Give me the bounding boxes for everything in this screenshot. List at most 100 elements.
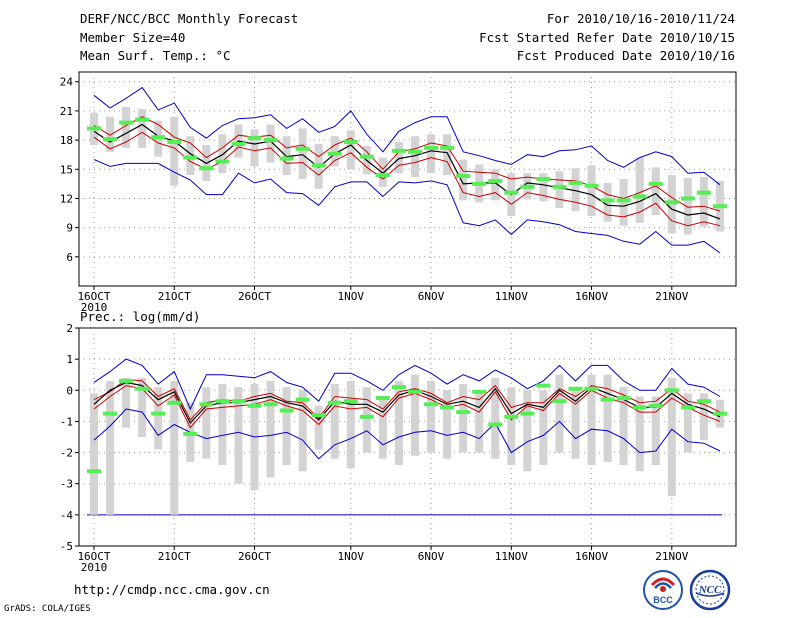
forecast-marker	[359, 154, 374, 159]
y-tick-label: -5	[60, 540, 73, 553]
member-box	[250, 129, 259, 167]
x-tick-label: 16NOV	[575, 290, 608, 303]
forecast-produced-date: Fcst Produced Date 2010/10/16	[516, 48, 735, 63]
forecast-period: For 2010/10/16-2010/11/24	[546, 11, 735, 26]
member-box	[427, 134, 436, 174]
y-tick-label: 6	[66, 251, 73, 264]
forecast-marker	[520, 184, 535, 189]
member-box	[378, 157, 387, 187]
forecast-marker	[343, 399, 358, 404]
forecast-marker	[215, 399, 230, 404]
forecast-marker	[119, 378, 134, 383]
forecast-marker	[151, 411, 166, 416]
x-tick-label: 21OCT	[158, 550, 191, 563]
member-box	[603, 374, 612, 462]
member-box	[635, 157, 644, 223]
member-box	[234, 387, 243, 484]
forecast-marker	[488, 178, 503, 183]
forecast-marker	[375, 396, 390, 401]
forecast-marker	[279, 156, 294, 161]
forecast-marker	[199, 166, 214, 171]
forecast-marker	[327, 151, 342, 156]
member-box	[571, 168, 580, 212]
member-box	[491, 169, 500, 201]
y-tick-label: 2	[66, 322, 73, 335]
forecast-marker	[103, 137, 118, 142]
forecast-marker	[600, 397, 615, 402]
forecast-marker	[199, 402, 214, 407]
forecast-marker	[616, 198, 631, 203]
forecast-marker	[311, 413, 326, 418]
forecast-marker	[263, 138, 278, 143]
member-size: Member Size=40	[80, 30, 186, 45]
y-tick-label: -2	[60, 447, 73, 460]
member-box	[330, 136, 339, 167]
forecast-marker	[87, 126, 101, 131]
forecast-marker	[391, 385, 406, 390]
forecast-marker	[408, 389, 422, 394]
member-box	[282, 136, 291, 176]
member-box	[651, 167, 660, 215]
forecast-marker	[183, 431, 198, 436]
series-line-median	[93, 381, 721, 425]
forecast-marker	[231, 141, 246, 146]
precip-chart-label: Prec.: log(mm/d)	[80, 309, 201, 324]
ncc-logo-icon: NCC	[689, 569, 731, 611]
member-box	[651, 396, 660, 466]
forecast-marker	[215, 159, 230, 164]
forecast-marker	[520, 411, 535, 416]
member-box	[106, 116, 115, 152]
y-tick-label: -1	[60, 415, 73, 428]
member-box	[539, 390, 548, 466]
member-box	[202, 387, 211, 459]
x-tick-label: 16NOV	[575, 550, 608, 563]
forecast-marker	[648, 403, 663, 408]
forecast-title: DERF/NCC/BCC Monthly Forecast	[80, 11, 299, 26]
x-tick-label: 21NOV	[655, 290, 688, 303]
member-box	[571, 387, 580, 459]
member-box	[346, 380, 355, 469]
forecast-marker	[504, 190, 519, 195]
member-box	[298, 128, 307, 179]
series-line-lower-quartile	[93, 131, 721, 227]
forecast-marker	[616, 396, 631, 401]
forecast-marker	[680, 405, 695, 410]
forecast-marker	[664, 200, 679, 205]
forecast-marker	[135, 386, 150, 391]
member-box	[154, 387, 163, 450]
x-tick-label: 21OCT	[158, 290, 191, 303]
member-box	[491, 377, 500, 459]
forecast-marker	[696, 399, 711, 404]
y-tick-label: 18	[60, 134, 73, 147]
member-box	[555, 171, 564, 209]
forecast-marker	[279, 408, 294, 413]
forecast-marker	[263, 402, 278, 407]
x-tick-label: 21NOV	[655, 550, 688, 563]
footer-url[interactable]: http://cmdp.ncc.cma.gov.cn	[74, 582, 270, 597]
member-box	[266, 124, 275, 163]
y-tick-label: 0	[66, 384, 73, 397]
forecast-marker	[632, 194, 647, 199]
forecast-marker	[648, 181, 663, 186]
member-box	[459, 159, 468, 201]
forecast-marker	[103, 411, 118, 416]
x-tick-label: 1NOV	[338, 550, 365, 563]
member-box	[298, 390, 307, 472]
forecast-marker	[375, 173, 390, 178]
forecast-marker	[440, 145, 455, 150]
x-tick-label: 26OCT	[238, 290, 271, 303]
member-box	[475, 390, 484, 453]
forecast-marker	[456, 174, 471, 179]
y-tick-label: 12	[60, 192, 73, 205]
forecast-marker	[391, 148, 406, 153]
member-box	[667, 377, 676, 497]
member-box	[683, 393, 692, 453]
x-tick-sublabel: 2010	[81, 561, 108, 574]
x-tick-label: 6NOV	[418, 550, 445, 563]
forecast-marker	[504, 414, 519, 419]
member-box	[282, 387, 291, 466]
member-box	[619, 387, 628, 466]
forecast-marker	[295, 146, 310, 151]
member-box	[443, 390, 452, 459]
series-line-median	[93, 123, 721, 220]
